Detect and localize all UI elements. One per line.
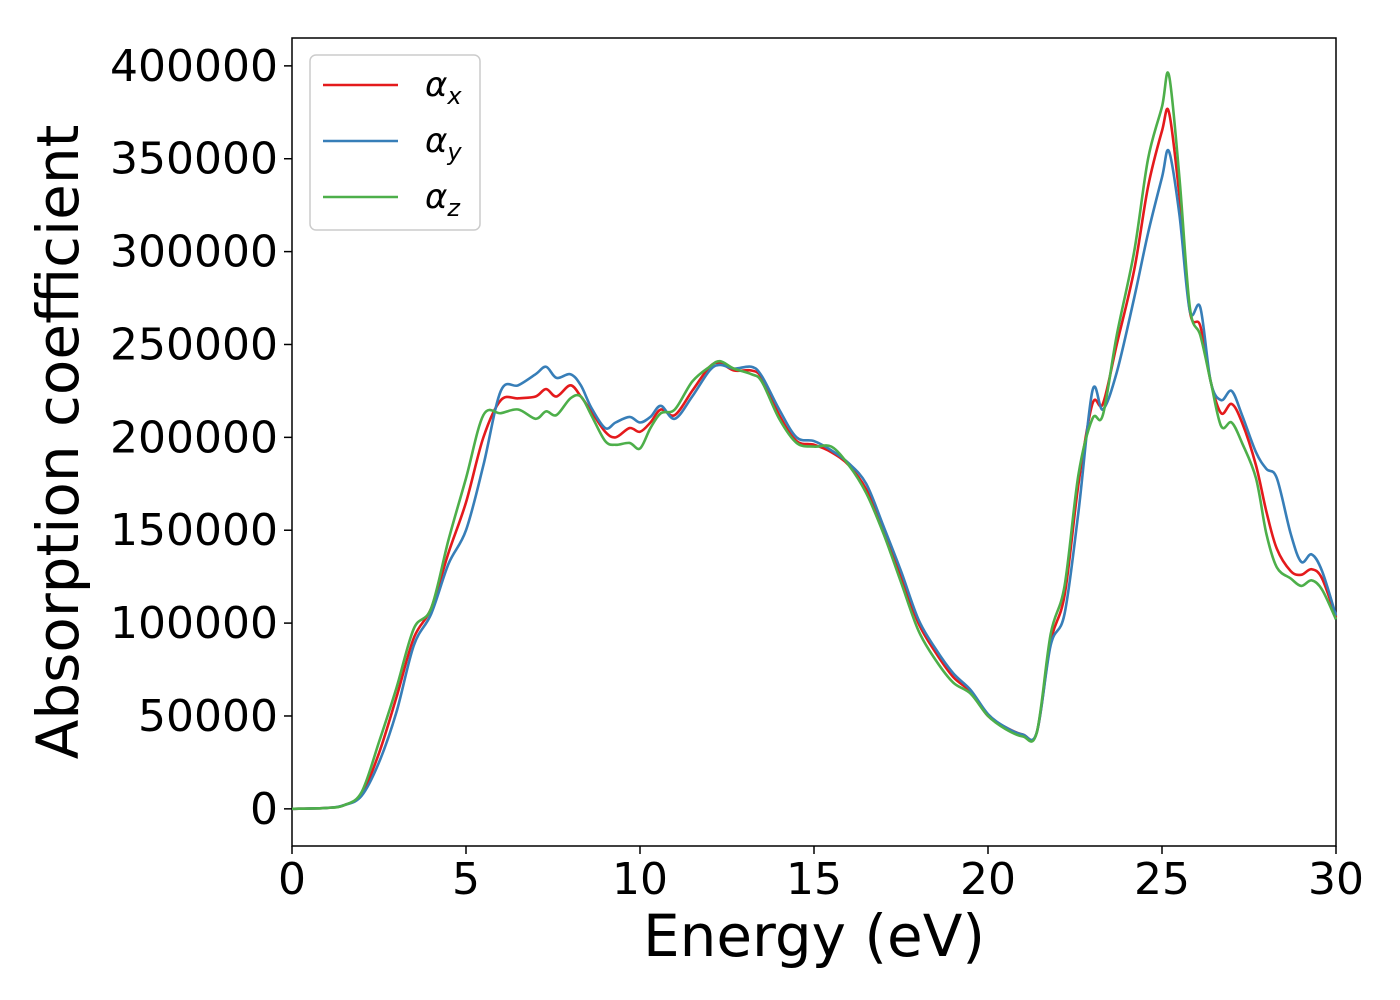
x-tick-label: 10 bbox=[612, 854, 668, 905]
series-line-x bbox=[291, 107, 1338, 811]
y-tick-label: 50000 bbox=[138, 691, 278, 742]
y-tick-label: 350000 bbox=[110, 134, 278, 185]
y-axis-ticks: 0 50000 100000 150000 200000 250000 300000 3500… bbox=[110, 41, 292, 835]
legend-label-z: αz bbox=[425, 177, 461, 222]
x-tick-label: 25 bbox=[1134, 854, 1190, 905]
x-tick-label: 20 bbox=[960, 854, 1016, 905]
y-tick-label: 250000 bbox=[110, 319, 278, 370]
legend-label-y: αy bbox=[425, 121, 462, 166]
y-tick-label: 400000 bbox=[110, 41, 278, 92]
y-tick-label: 150000 bbox=[110, 505, 278, 556]
legend-box bbox=[309, 54, 481, 231]
y-tick-label: 100000 bbox=[110, 598, 278, 649]
legend: αx αy αz bbox=[309, 54, 481, 231]
y-axis-title: Absorption coefficient bbox=[24, 125, 92, 760]
x-tick-label: 30 bbox=[1308, 854, 1364, 905]
series-line-y bbox=[291, 148, 1338, 811]
x-tick-label: 15 bbox=[786, 854, 842, 905]
y-tick-label: 300000 bbox=[110, 227, 278, 278]
series-layer bbox=[291, 71, 1338, 811]
x-tick-label: 0 bbox=[278, 854, 306, 905]
series-line-z bbox=[291, 71, 1338, 811]
x-axis-ticks: 0 5 10 15 20 25 30 bbox=[278, 846, 1364, 905]
y-tick-label: 0 bbox=[250, 784, 278, 835]
legend-label-x: αx bbox=[425, 65, 462, 110]
y-tick-label: 200000 bbox=[110, 412, 278, 463]
x-axis-title: Energy (eV) bbox=[643, 902, 985, 970]
x-tick-label: 5 bbox=[452, 854, 480, 905]
